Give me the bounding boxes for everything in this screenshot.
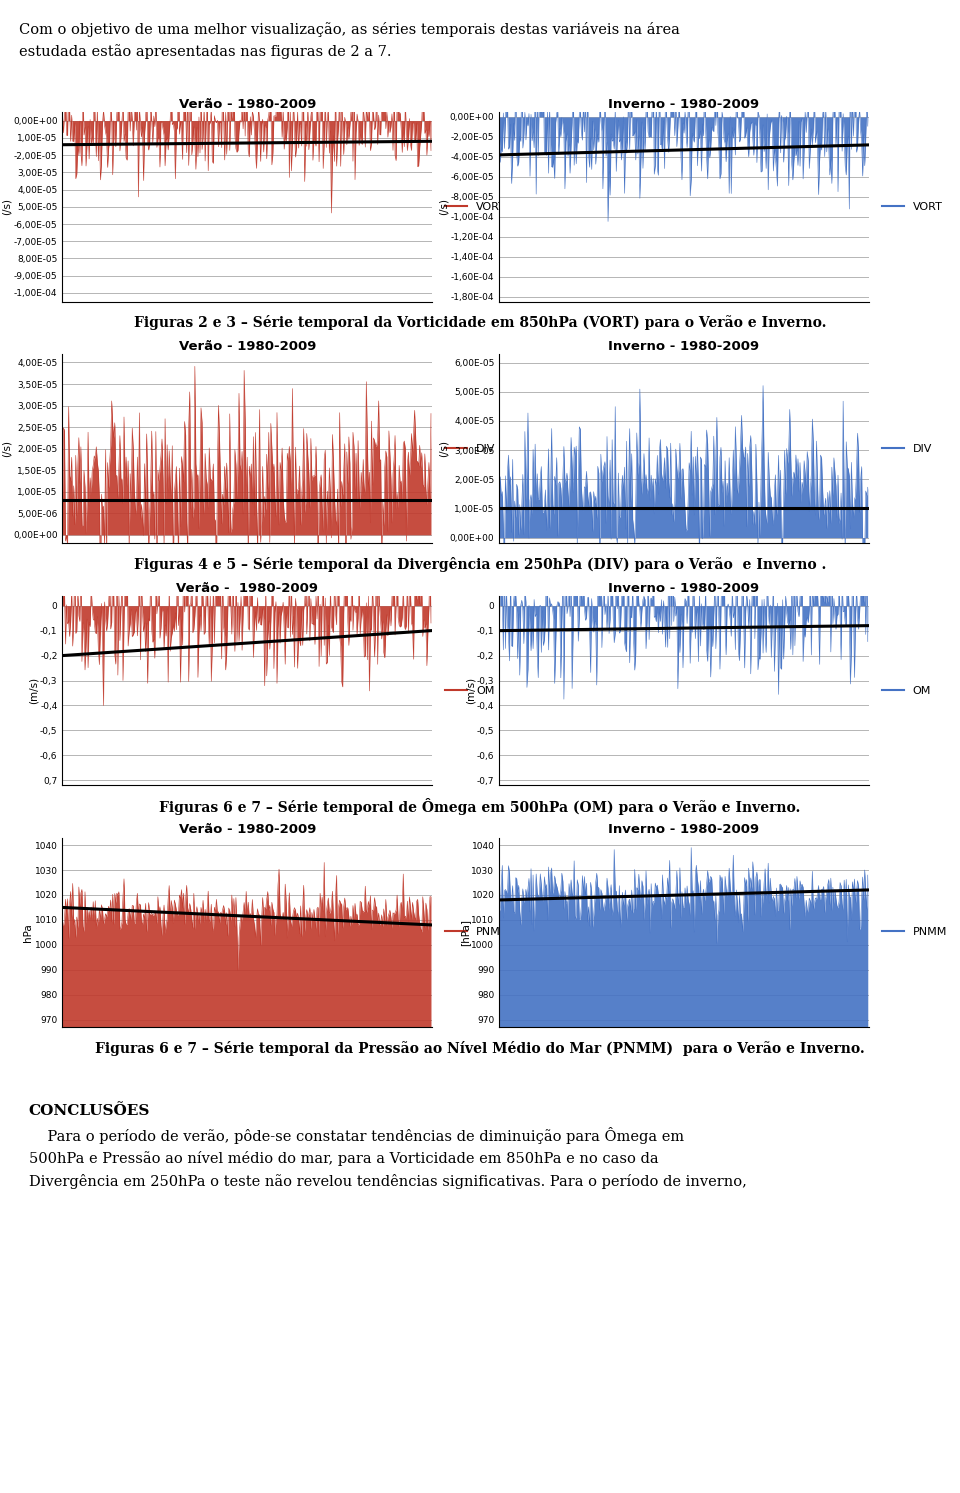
- Legend: PNMM: PNMM: [881, 927, 948, 938]
- Text: Figuras 2 e 3 – Série temporal da Vorticidade em 850hPa (VORT) para o Verão e In: Figuras 2 e 3 – Série temporal da Vortic…: [133, 315, 827, 330]
- Text: Com o objetivo de uma melhor visualização, as séries temporais destas variáveis : Com o objetivo de uma melhor visualizaçã…: [19, 22, 680, 60]
- Title: Inverno - 1980-2009: Inverno - 1980-2009: [609, 824, 759, 836]
- Legend: OM: OM: [444, 685, 494, 696]
- Y-axis label: (m/s): (m/s): [29, 676, 38, 705]
- Text: Figuras 6 e 7 – Série temporal de Ômega em 500hPa (OM) para o Verão e Inverno.: Figuras 6 e 7 – Série temporal de Ômega …: [159, 797, 801, 815]
- Legend: VORT: VORT: [881, 202, 943, 212]
- Y-axis label: hPa: hPa: [23, 923, 34, 942]
- Legend: OM: OM: [881, 685, 931, 696]
- Title: Verão -  1980-2009: Verão - 1980-2009: [177, 582, 318, 594]
- Y-axis label: (/s): (/s): [2, 440, 12, 457]
- Legend: DIV: DIV: [881, 443, 932, 454]
- Text: Figuras 6 e 7 – Série temporal da Pressão ao Nível Médio do Mar (PNMM)  para o V: Figuras 6 e 7 – Série temporal da Pressã…: [95, 1041, 865, 1056]
- Y-axis label: (/s): (/s): [439, 199, 448, 215]
- Title: Inverno - 1980-2009: Inverno - 1980-2009: [609, 99, 759, 110]
- Title: Verão - 1980-2009: Verão - 1980-2009: [179, 824, 316, 836]
- Text: Para o período de verão, pôde-se constatar tendências de diminuição para Ômega e: Para o período de verão, pôde-se constat…: [29, 1127, 747, 1188]
- Y-axis label: (/s): (/s): [2, 199, 12, 215]
- Title: Inverno - 1980-2009: Inverno - 1980-2009: [609, 340, 759, 352]
- Title: Inverno - 1980-2009: Inverno - 1980-2009: [609, 582, 759, 594]
- Title: Verão - 1980-2009: Verão - 1980-2009: [179, 340, 316, 352]
- Y-axis label: (/s): (/s): [439, 440, 448, 457]
- Y-axis label: (m/s): (m/s): [466, 676, 475, 705]
- Legend: PNMM: PNMM: [444, 927, 511, 938]
- Title: Verão - 1980-2009: Verão - 1980-2009: [179, 99, 316, 110]
- Legend: DIV: DIV: [444, 443, 495, 454]
- Text: CONCLUSÕES: CONCLUSÕES: [29, 1103, 150, 1118]
- Legend: VORT: VORT: [444, 202, 506, 212]
- Text: Figuras 4 e 5 – Série temporal da Divergência em 250hPa (DIV) para o Verão  e In: Figuras 4 e 5 – Série temporal da Diverg…: [133, 557, 827, 572]
- Y-axis label: [hPa]: [hPa]: [460, 918, 470, 947]
